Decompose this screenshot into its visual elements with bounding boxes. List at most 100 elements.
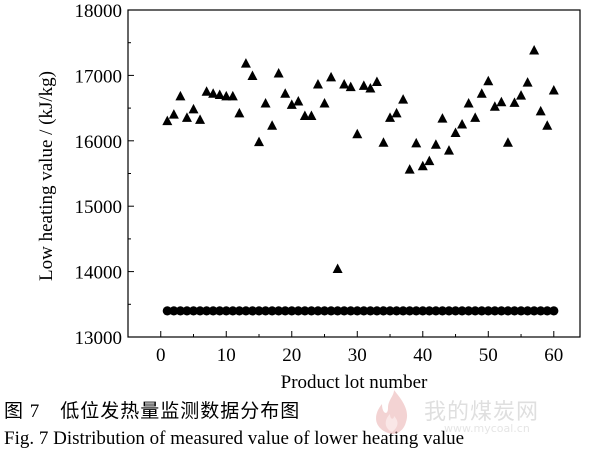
triangle-point [319,98,330,108]
circle-point [169,306,179,316]
watermark-logo: 我的煤炭网 www.mycoal.cn [364,388,600,438]
triangle-point [496,96,507,107]
x-axis-title: Product lot number [281,372,428,390]
triangle-point [470,112,481,122]
triangle-point [201,86,212,96]
triangle-point [227,90,238,101]
x-tick-label: 30 [348,345,367,366]
circle-point [359,306,369,316]
circle-point [450,306,461,316]
flame-icon [376,390,408,434]
triangle-point [522,77,533,87]
triangle-point [430,139,441,149]
triangle-point [293,96,304,106]
y-tick-label: 14000 [75,263,123,284]
circle-point [431,306,441,316]
circle-point [444,306,454,316]
triangle-point [417,160,428,171]
circle-point [188,306,199,316]
circle-point [215,306,225,316]
triangle-point [404,164,415,174]
circle-point [470,306,480,316]
triangle-point [535,105,546,116]
circle-point [319,306,330,316]
circle-point [536,306,546,316]
triangle-point [502,137,513,147]
triangle-point [457,118,468,129]
scatter-chart: 0 10 20 30 40 50 60 13000 14000 15000 16000 17000 18… [36,1,581,390]
circle-point [247,306,258,316]
y-axis-title: Low heating value / (kJ/kg) [36,71,57,281]
x-tick-label: 60 [544,345,563,366]
triangle-point [542,120,553,130]
circle-point [411,306,421,316]
circle-point [437,306,448,316]
circle-point [522,306,533,316]
triangle-point [345,81,356,92]
triangle-point [254,136,265,147]
triangle-point [312,79,323,89]
circle-point [241,306,251,316]
circle-point [503,306,513,316]
triangle-point [181,112,192,122]
triangle-point [306,110,317,120]
triangle-point [332,263,343,273]
watermark-text: 我的煤炭网 [424,400,540,425]
triangle-point [175,90,186,101]
axis-ticks [128,9,555,338]
triangle-point [168,109,179,119]
triangle-point [411,137,422,148]
triangle-point [424,155,435,166]
triangle-point [221,90,232,101]
triangle-point [371,76,382,86]
circle-point [385,306,395,316]
circle-point [300,306,310,316]
circle-point [162,306,172,316]
triangle-point [240,58,251,68]
circle-point [234,306,244,316]
circle-point [326,306,336,316]
triangle-point [267,120,278,130]
circle-point [333,306,343,316]
circle-point [182,306,192,316]
triangle-point [214,89,225,100]
circle-point [228,306,238,316]
triangle-point [509,97,520,107]
circle-point [352,306,362,316]
triangle-point [162,115,173,126]
circle-point [457,306,467,316]
triangle-point [208,88,219,98]
circle-point [339,306,349,316]
circle-point [346,306,356,316]
triangle-point [548,84,559,95]
circle-point [313,306,323,316]
circle-point [490,306,500,316]
circle-point [202,306,212,316]
circle-point [424,306,434,316]
circle-point [418,306,428,316]
circle-point [280,306,290,316]
triangle-point [391,107,402,118]
triangle-point [339,79,350,89]
circle-point [221,306,231,316]
circle-point [405,306,415,316]
triangle-point [365,82,376,93]
x-tick-label: 50 [479,345,498,366]
circle-point [509,306,520,316]
triangle-point [437,113,448,123]
circle-point [306,306,317,316]
circle-point [287,306,297,316]
triangle-point [280,88,291,98]
triangle-point [483,75,494,86]
circle-point [477,306,487,316]
triangle-point [247,70,258,81]
data-marks [162,45,559,316]
x-tick-label: 0 [156,345,166,366]
circle-point [274,306,284,316]
y-tick-label: 16000 [75,132,123,153]
circle-point [464,306,474,316]
triangle-point [326,71,337,82]
circle-point [398,306,408,316]
triangle-point [443,145,454,155]
circle-point [293,306,303,316]
